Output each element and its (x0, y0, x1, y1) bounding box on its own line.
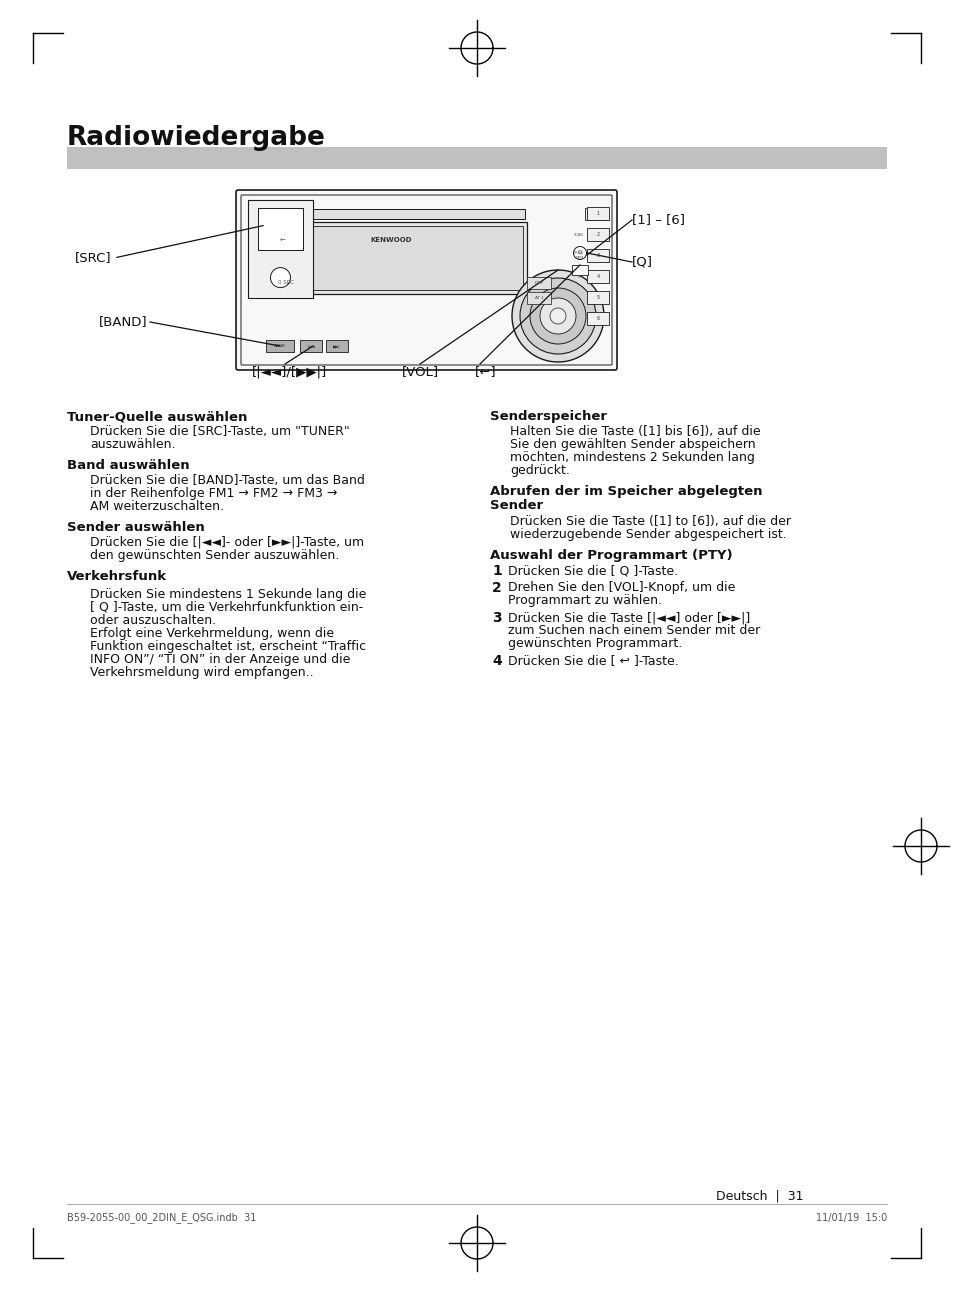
Text: [↩]: [↩] (475, 365, 497, 378)
Text: [ Q ]-Taste, um die Verkehrfunkfunktion ein-: [ Q ]-Taste, um die Verkehrfunkfunktion … (90, 602, 363, 615)
Text: [BAND]: [BAND] (99, 315, 148, 328)
Text: Drücken Sie die Taste ([1] to [6]), auf die der: Drücken Sie die Taste ([1] to [6]), auf … (510, 515, 790, 528)
Text: Drehen Sie den [VOL]-Knopf, um die: Drehen Sie den [VOL]-Knopf, um die (507, 581, 735, 594)
Text: Drücken Sie die Taste [|◄◄] oder [►►|]: Drücken Sie die Taste [|◄◄] oder [►►|] (507, 611, 749, 624)
Text: Radiowiedergabe: Radiowiedergabe (67, 125, 326, 151)
Circle shape (550, 309, 565, 324)
Text: Tuner-Quelle auswählen: Tuner-Quelle auswählen (67, 411, 247, 423)
Text: DISP: DISP (534, 281, 543, 285)
Text: PROG
MEM: PROG MEM (574, 252, 583, 259)
Circle shape (519, 278, 596, 354)
Text: den gewünschten Sender auszuwählen.: den gewünschten Sender auszuwählen. (90, 549, 339, 562)
Text: KENWOOD: KENWOOD (371, 238, 412, 243)
Text: |◄◄: |◄◄ (307, 343, 314, 349)
Text: BAND: BAND (274, 343, 286, 349)
Text: [VOL]: [VOL] (401, 365, 438, 378)
Text: 2: 2 (596, 232, 598, 238)
Text: Drücken Sie mindestens 1 Sekunde lang die: Drücken Sie mindestens 1 Sekunde lang di… (90, 587, 366, 602)
Text: gewünschten Programmart.: gewünschten Programmart. (507, 636, 681, 649)
Text: möchten, mindestens 2 Sekunden lang: möchten, mindestens 2 Sekunden lang (510, 451, 754, 463)
Bar (260, 226, 522, 290)
Text: [1] – [6]: [1] – [6] (631, 213, 684, 226)
Bar (299, 340, 322, 352)
Bar (586, 249, 608, 262)
Text: Drücken Sie die [SRC]-Taste, um "TUNER": Drücken Sie die [SRC]-Taste, um "TUNER" (90, 425, 350, 438)
Circle shape (539, 298, 576, 334)
Text: Funktion eingeschaltet ist, erscheint “Traffic: Funktion eingeschaltet ist, erscheint “T… (90, 640, 366, 653)
FancyBboxPatch shape (235, 190, 617, 371)
Bar (586, 312, 608, 325)
Text: zum Suchen nach einem Sender mit der: zum Suchen nach einem Sender mit der (507, 624, 760, 636)
Text: Deutsch  |  31: Deutsch | 31 (716, 1189, 803, 1202)
Text: AT 1: AT 1 (534, 296, 543, 300)
Text: gedrückt.: gedrückt. (510, 463, 569, 476)
Text: 4: 4 (492, 655, 501, 667)
Text: 11/01/19  15:0: 11/01/19 15:0 (815, 1214, 886, 1223)
Bar (255, 209, 524, 219)
Bar (326, 340, 348, 352)
Text: ←: ← (280, 238, 286, 244)
Bar (526, 292, 551, 305)
Text: Sender: Sender (490, 500, 542, 513)
Text: Programmart zu wählen.: Programmart zu wählen. (507, 594, 661, 607)
Text: Verkehrsfunk: Verkehrsfunk (67, 571, 167, 584)
Circle shape (530, 288, 585, 343)
Text: 3: 3 (596, 253, 598, 258)
Text: AM weiterzuschalten.: AM weiterzuschalten. (90, 500, 224, 513)
Bar (266, 340, 294, 352)
Text: Q: Q (578, 250, 581, 256)
Text: INFO ON”/ “TI ON” in der Anzeige und die: INFO ON”/ “TI ON” in der Anzeige und die (90, 653, 350, 666)
Text: Drücken Sie die [BAND]-Taste, um das Band: Drücken Sie die [BAND]-Taste, um das Ban… (90, 474, 364, 487)
Bar (67, 147, 886, 169)
Text: 5: 5 (596, 296, 598, 300)
Text: Abrufen der im Speicher abgelegten: Abrufen der im Speicher abgelegten (490, 485, 761, 498)
Text: [Q]: [Q] (631, 256, 652, 269)
Text: in der Reihenfolge FM1 → FM2 → FM3 →: in der Reihenfolge FM1 → FM2 → FM3 → (90, 487, 337, 500)
Text: 1: 1 (596, 210, 598, 216)
Text: Drücken Sie die [ ↩ ]-Taste.: Drücken Sie die [ ↩ ]-Taste. (507, 655, 678, 667)
Text: wiederzugebende Sender abgespeichert ist.: wiederzugebende Sender abgespeichert ist… (510, 528, 786, 541)
Bar (255, 222, 526, 294)
Text: B59-2055-00_00_2DIN_E_QSG.indb  31: B59-2055-00_00_2DIN_E_QSG.indb 31 (67, 1212, 256, 1224)
Text: 1: 1 (492, 564, 501, 578)
Text: 4: 4 (596, 274, 598, 279)
Text: Auswahl der Programmart (PTY): Auswahl der Programmart (PTY) (490, 549, 732, 562)
Bar (586, 270, 608, 283)
Circle shape (573, 247, 586, 259)
Text: oder auszuschalten.: oder auszuschalten. (90, 615, 216, 627)
Text: [|◄◄]/[▶▶|]: [|◄◄]/[▶▶|] (253, 365, 327, 378)
Text: Verkehrsmeldung wird empfangen..: Verkehrsmeldung wird empfangen.. (90, 666, 314, 679)
Text: [SRC]: [SRC] (75, 252, 112, 265)
Text: 6: 6 (596, 316, 598, 321)
Text: ▶▶|: ▶▶| (333, 343, 340, 349)
Bar (584, 208, 606, 219)
Text: Senderspeicher: Senderspeicher (490, 411, 606, 423)
Bar (248, 200, 313, 298)
Text: Sie den gewählten Sender abspeichern: Sie den gewählten Sender abspeichern (510, 438, 755, 451)
Bar (586, 290, 608, 303)
Text: Erfolgt eine Verkehrmeldung, wenn die: Erfolgt eine Verkehrmeldung, wenn die (90, 627, 334, 640)
Bar (572, 265, 587, 275)
Bar (586, 229, 608, 241)
Bar (586, 207, 608, 219)
Text: RPT: RPT (577, 275, 583, 279)
Text: 0 SRC: 0 SRC (277, 280, 294, 284)
Text: Drücken Sie die [|◄◄]- oder [►►|]-Taste, um: Drücken Sie die [|◄◄]- oder [►►|]-Taste,… (90, 536, 364, 549)
Text: 2: 2 (492, 581, 501, 595)
Text: Band auswählen: Band auswählen (67, 460, 190, 473)
Text: Sender auswählen: Sender auswählen (67, 522, 205, 534)
Text: SCAN: SCAN (574, 232, 583, 236)
Circle shape (271, 267, 291, 288)
Text: auszuwählen.: auszuwählen. (90, 438, 175, 451)
Text: Drücken Sie die [ Q ]-Taste.: Drücken Sie die [ Q ]-Taste. (507, 564, 678, 577)
Circle shape (512, 270, 603, 361)
Text: Halten Sie die Taste ([1] bis [6]), auf die: Halten Sie die Taste ([1] bis [6]), auf … (510, 425, 760, 438)
Bar (257, 208, 303, 250)
Bar (526, 278, 551, 289)
Text: 3: 3 (492, 611, 501, 625)
